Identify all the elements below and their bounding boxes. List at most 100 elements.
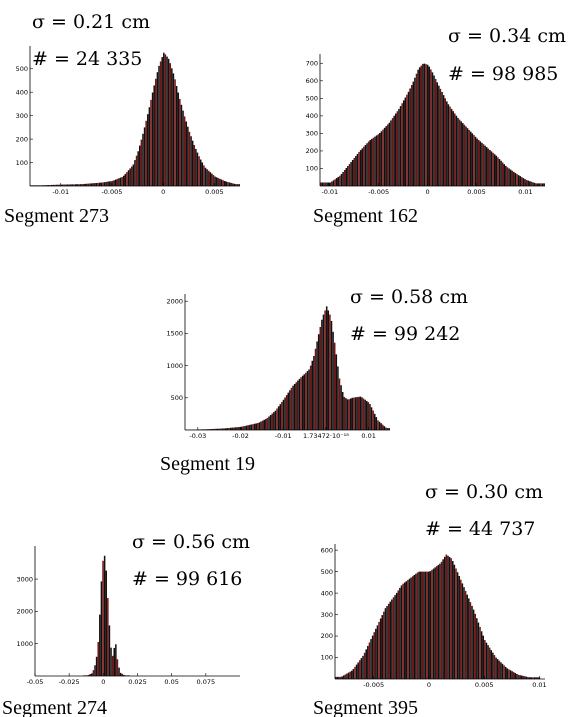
- histogram-bar-395-64: [437, 564, 440, 679]
- histogram-bar-162-57: [410, 85, 413, 186]
- histogram-bar-395-96: [488, 647, 491, 679]
- histogram-bar-162-55: [407, 91, 410, 186]
- histogram-bar-395-2: [338, 676, 340, 679]
- histogram-bar-19-125: [385, 427, 387, 430]
- histogram-bar-19-46: [258, 422, 261, 430]
- histogram-bar-162-122: [514, 173, 517, 186]
- histogram-bar-162-11: [337, 176, 340, 186]
- histogram-bar-162-52: [402, 100, 405, 186]
- histogram-bar-162-47: [395, 113, 397, 186]
- histogram-bar-395-99: [493, 655, 496, 679]
- histogram-bar-162-40: [383, 127, 386, 186]
- histogram-bar-273-83: [163, 52, 165, 186]
- histogram-bar-273-24: [68, 184, 70, 186]
- histogram-bar-162-89: [462, 123, 464, 186]
- histogram-bar-273-109: [204, 167, 207, 186]
- histogram-bar-19-105: [353, 397, 355, 430]
- histogram-bar-395-56: [424, 571, 427, 679]
- histogram-bar-162-9: [334, 179, 336, 186]
- histogram-bar-162-81: [449, 106, 451, 186]
- histogram-bar-395-105: [503, 665, 505, 679]
- panel-label-segment-19: Segment 19: [160, 453, 255, 475]
- histogram-bar-19-114: [367, 402, 370, 430]
- histogram-bar-395-119: [525, 676, 528, 679]
- histogram-bar-162-111: [497, 157, 499, 186]
- histogram-bar-162-76: [441, 91, 443, 186]
- histogram-bar-19-104: [351, 397, 354, 430]
- histogram-bar-19-100: [345, 398, 347, 430]
- histogram-bar-162-136: [537, 183, 539, 186]
- histogram-bar-19-110: [361, 397, 363, 430]
- histogram-bar-395-61: [432, 568, 435, 679]
- histogram-bar-162-107: [490, 151, 493, 186]
- histogram-bar-395-79: [461, 583, 464, 679]
- histogram-bar-162-63: [420, 65, 423, 186]
- histogram-bar-273-95: [182, 110, 184, 186]
- histogram-bar-162-42: [387, 124, 389, 186]
- histogram-bar-162-120: [511, 170, 514, 186]
- histogram-bar-395-52: [418, 571, 420, 679]
- histogram-bar-162-35: [375, 135, 378, 186]
- histogram-bar-162-67: [426, 64, 429, 186]
- y-tick-label-273-1: 200: [16, 135, 28, 143]
- histogram-bar-162-106: [489, 149, 491, 186]
- histogram-bar-273-31: [79, 184, 82, 186]
- histogram-bar-19-82: [316, 341, 318, 430]
- histogram-bar-395-21: [368, 642, 371, 679]
- histogram-bar-19-39: [247, 425, 249, 430]
- histogram-bar-273-105: [198, 156, 200, 186]
- histogram-bar-162-32: [371, 138, 373, 186]
- x-tick-label-395-2: 0.005: [475, 681, 494, 689]
- histogram-bar-19-119: [375, 417, 378, 430]
- y-tick-label-273-3: 400: [16, 88, 28, 96]
- histogram-bar-162-16: [345, 167, 348, 186]
- histogram-bar-395-16: [360, 658, 363, 679]
- histogram-bar-162-75: [439, 88, 442, 186]
- histogram-bar-273-80: [158, 65, 160, 186]
- histogram-bar-162-115: [503, 164, 506, 186]
- histogram-bar-274-45: [107, 598, 109, 676]
- histogram-bar-273-9: [44, 185, 46, 186]
- histogram-bar-19-16: [210, 429, 213, 430]
- y-tick-label-162-4: 500: [306, 95, 318, 103]
- histogram-bar-395-101: [496, 659, 499, 679]
- histogram-bar-19-19: [215, 428, 217, 430]
- sigma-label-segment-395: σ = 0.30 cm: [425, 481, 543, 503]
- histogram-bar-273-17: [57, 184, 59, 186]
- histogram-bar-19-21: [218, 428, 221, 430]
- histogram-bar-274-43: [103, 555, 106, 676]
- histogram-bar-273-116: [215, 177, 218, 186]
- histogram-bar-19-17: [212, 428, 214, 430]
- histogram-bar-273-111: [207, 170, 210, 186]
- x-tick-label-395-0: -0.005: [363, 681, 384, 689]
- histogram-bar-273-19: [60, 184, 62, 186]
- histogram-bar-273-54: [116, 178, 119, 186]
- histogram-bar-162-72: [434, 78, 437, 186]
- histogram-bar-273-37: [89, 183, 91, 186]
- histogram-bar-395-73: [452, 561, 454, 679]
- histogram-bar-273-101: [191, 140, 194, 186]
- histogram-bar-19-81: [314, 348, 317, 430]
- histogram-bar-274-38: [95, 656, 98, 676]
- histogram-bar-395-118: [524, 676, 526, 679]
- histogram-bar-162-134: [533, 182, 536, 186]
- histogram-bar-273-70: [142, 133, 144, 186]
- histogram-bar-395-31: [384, 608, 387, 679]
- histogram-bar-162-85: [455, 115, 458, 186]
- histogram-bar-395-92: [482, 635, 484, 679]
- histogram-bar-395-46: [408, 578, 411, 679]
- histogram-bar-162-15: [343, 170, 346, 186]
- histogram-bar-162-58: [412, 81, 415, 186]
- histogram-bar-273-46: [103, 182, 106, 186]
- histogram-bar-273-25: [70, 184, 72, 186]
- histogram-bar-19-32: [236, 427, 238, 430]
- histogram-bar-395-89: [477, 622, 480, 679]
- y-tick-label-162-6: 700: [306, 59, 318, 67]
- histogram-bar-162-83: [452, 111, 454, 186]
- histogram-bar-162-87: [458, 119, 461, 186]
- histogram-bar-162-8: [332, 180, 335, 186]
- histogram-bar-19-120: [377, 420, 379, 430]
- histogram-bar-273-45: [102, 182, 104, 186]
- x-tick-label-274-0: -0.05: [27, 678, 44, 686]
- histogram-bar-273-107: [201, 162, 204, 186]
